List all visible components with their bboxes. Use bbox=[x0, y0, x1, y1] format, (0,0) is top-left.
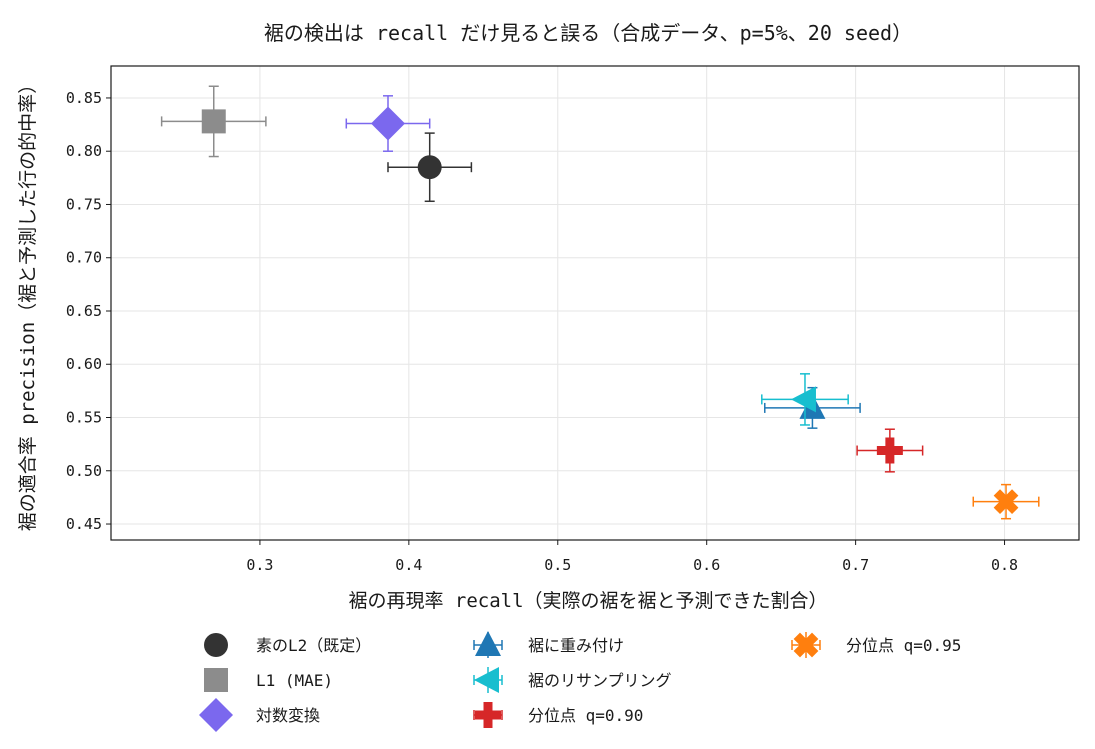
legend-marker bbox=[475, 631, 501, 656]
y-tick-label: 0.70 bbox=[66, 249, 102, 267]
x-axis-title: 裾の再現率 recall（実際の裾を裾と予測できた割合） bbox=[348, 590, 827, 612]
legend-marker bbox=[204, 633, 228, 657]
y-tick-label: 0.50 bbox=[66, 462, 102, 480]
y-axis-title: 裾の適合率 precision（裾と予測した行の的中率） bbox=[17, 75, 39, 531]
legend-entry-2: L1 (MAE) bbox=[204, 668, 333, 692]
y-tick-label: 0.55 bbox=[66, 409, 102, 427]
legend-marker bbox=[474, 667, 499, 693]
y-tick-label: 0.75 bbox=[66, 195, 102, 213]
data-point-6 bbox=[856, 428, 924, 473]
x-tick-label: 0.3 bbox=[246, 556, 273, 574]
legend-entry-3: 対数変換 bbox=[199, 698, 320, 732]
legend-label: 裾に重み付け bbox=[528, 636, 624, 655]
point-marker bbox=[790, 386, 816, 413]
legend-label: 分位点 q=0.95 bbox=[846, 636, 961, 655]
tick-layer: 0.3 0.4 0.5 0.6 0.7 0.8 0.45 0.50 0.55 0.60 0.65 0.… bbox=[66, 89, 1018, 574]
legend-entry-4: 裾に重み付け bbox=[473, 631, 624, 658]
x-tick-label: 0.5 bbox=[544, 556, 571, 574]
data-point-3 bbox=[345, 95, 431, 152]
legend-marker bbox=[793, 632, 819, 658]
data-points bbox=[160, 85, 1040, 520]
plot-frame bbox=[110, 65, 1080, 541]
x-tick-label: 0.6 bbox=[693, 556, 720, 574]
marker-shape bbox=[793, 632, 819, 658]
y-tick-label: 0.45 bbox=[66, 515, 102, 533]
legend-entry-6: 分位点 q=0.90 bbox=[473, 702, 643, 728]
point-marker bbox=[876, 437, 903, 464]
legend-label: 裾のリサンプリング bbox=[528, 671, 672, 690]
data-point-2 bbox=[160, 85, 267, 158]
y-tick-label: 0.85 bbox=[66, 89, 102, 107]
legend-entry-5: 裾のリサンプリング bbox=[473, 667, 672, 693]
legend-label: 素のL2（既定） bbox=[256, 636, 371, 655]
chart-title: 裾の検出は recall だけ見ると誤る（合成データ、p=5%、20 seed） bbox=[264, 21, 912, 45]
legend-label: 分位点 q=0.90 bbox=[528, 706, 643, 725]
data-point-7 bbox=[972, 483, 1040, 520]
y-tick-label: 0.65 bbox=[66, 302, 102, 320]
y-tick-label: 0.80 bbox=[66, 142, 102, 160]
x-tick-label: 0.7 bbox=[842, 556, 869, 574]
marker-shape bbox=[993, 489, 1019, 515]
x-tick-label: 0.8 bbox=[991, 556, 1018, 574]
grid-layer bbox=[111, 66, 1079, 540]
point-marker bbox=[201, 109, 226, 134]
x-tick-label: 0.4 bbox=[395, 556, 422, 574]
legend-marker bbox=[199, 698, 233, 732]
point-marker bbox=[993, 489, 1019, 515]
legend-label: 対数変換 bbox=[256, 706, 320, 725]
point-marker bbox=[417, 155, 442, 180]
point-marker bbox=[370, 106, 405, 141]
legend-label: L1 (MAE) bbox=[256, 671, 333, 690]
legend-marker bbox=[204, 668, 228, 692]
y-tick-label: 0.60 bbox=[66, 355, 102, 373]
data-point-1 bbox=[387, 132, 473, 203]
legend-marker bbox=[475, 702, 501, 728]
legend-entry-1: 素のL2（既定） bbox=[204, 633, 371, 657]
legend-entry-7: 分位点 q=0.95 bbox=[791, 632, 961, 658]
data-point-5 bbox=[761, 373, 849, 426]
